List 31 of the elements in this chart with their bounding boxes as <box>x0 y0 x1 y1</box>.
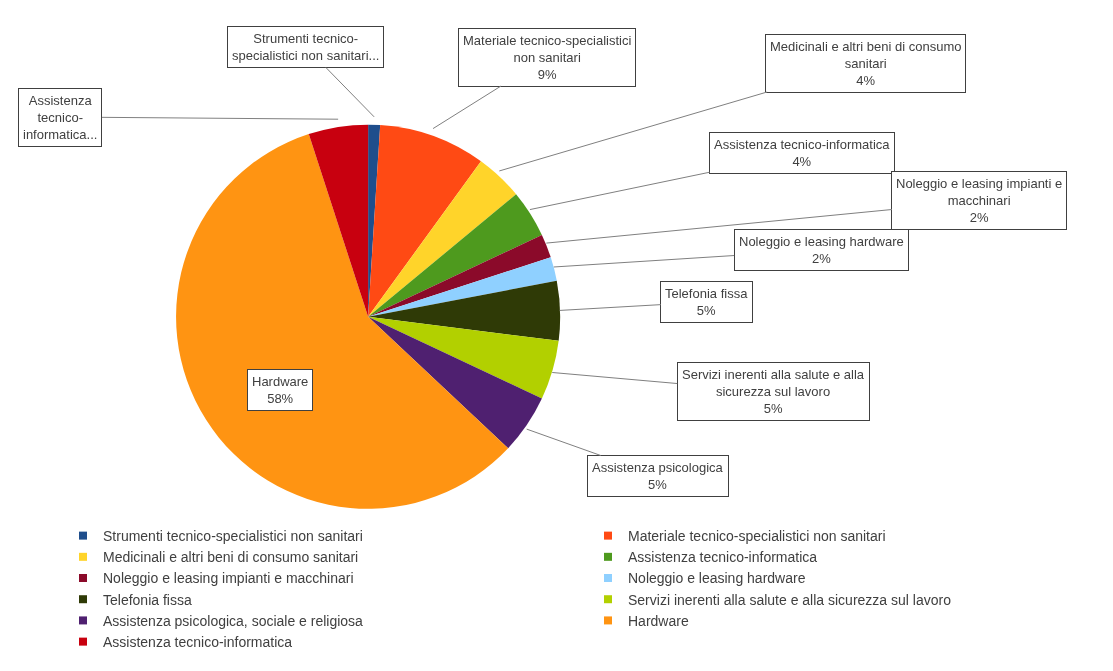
legend-label: Assistenza tecnico-informatica <box>628 549 818 566</box>
legend-label: Medicinali e altri beni di consumo sanitari <box>103 549 359 566</box>
data-label: Strumenti tecnico- specialistici non sanitari... <box>232 31 380 63</box>
pie-slice <box>368 194 542 317</box>
data-label: Assistenza tecnico-informatica 4% <box>714 137 891 169</box>
pie-slice <box>368 125 482 317</box>
pie-slice <box>368 161 517 317</box>
data-label: Servizi inerenti alla salute e alla sicurezza sul lavoro 5% <box>682 367 865 416</box>
legend-label: Telefonia fissa <box>103 591 192 608</box>
pie-slice <box>368 280 561 341</box>
legend-label: Noleggio e leasing impianti e macchinari <box>103 570 354 587</box>
legend-label: Assistenza psicologica, sociale e religiosa <box>103 612 364 629</box>
pie-slice <box>308 124 369 317</box>
data-label: Noleggio e leasing hardware 2% <box>739 234 904 266</box>
data-label: Medicinali e altri beni di consumo sanitari 4% <box>770 39 962 88</box>
data-label: Noleggio e leasing impianti e macchinari 2% <box>896 176 1063 225</box>
pie-slice <box>368 316 542 449</box>
data-label: Assistenza psicologica 5% <box>592 460 724 492</box>
legend-label: Noleggio e leasing hardware <box>628 570 806 587</box>
legend-label: Hardware <box>628 612 689 629</box>
legend-label: Materiale tecnico-specialistici non sanitari <box>628 528 886 545</box>
pie-slice <box>368 316 559 399</box>
legend-label: Assistenza tecnico-informatica <box>103 634 293 651</box>
legend-label: Servizi inerenti alla salute e alla sicurezza sul lavoro <box>628 591 952 608</box>
data-label: Materiale tecnico-specialistici non sanitari 9% <box>463 33 632 82</box>
data-label: Assistenza tecnico- informatica... <box>23 93 98 142</box>
pie-slice <box>368 234 551 317</box>
data-label: Hardware 58% <box>252 374 309 406</box>
pie-slice <box>176 134 509 509</box>
data-label: Telefonia fissa 5% <box>665 286 749 318</box>
legend-label: Strumenti tecnico-specialistici non sanitari <box>103 528 363 545</box>
